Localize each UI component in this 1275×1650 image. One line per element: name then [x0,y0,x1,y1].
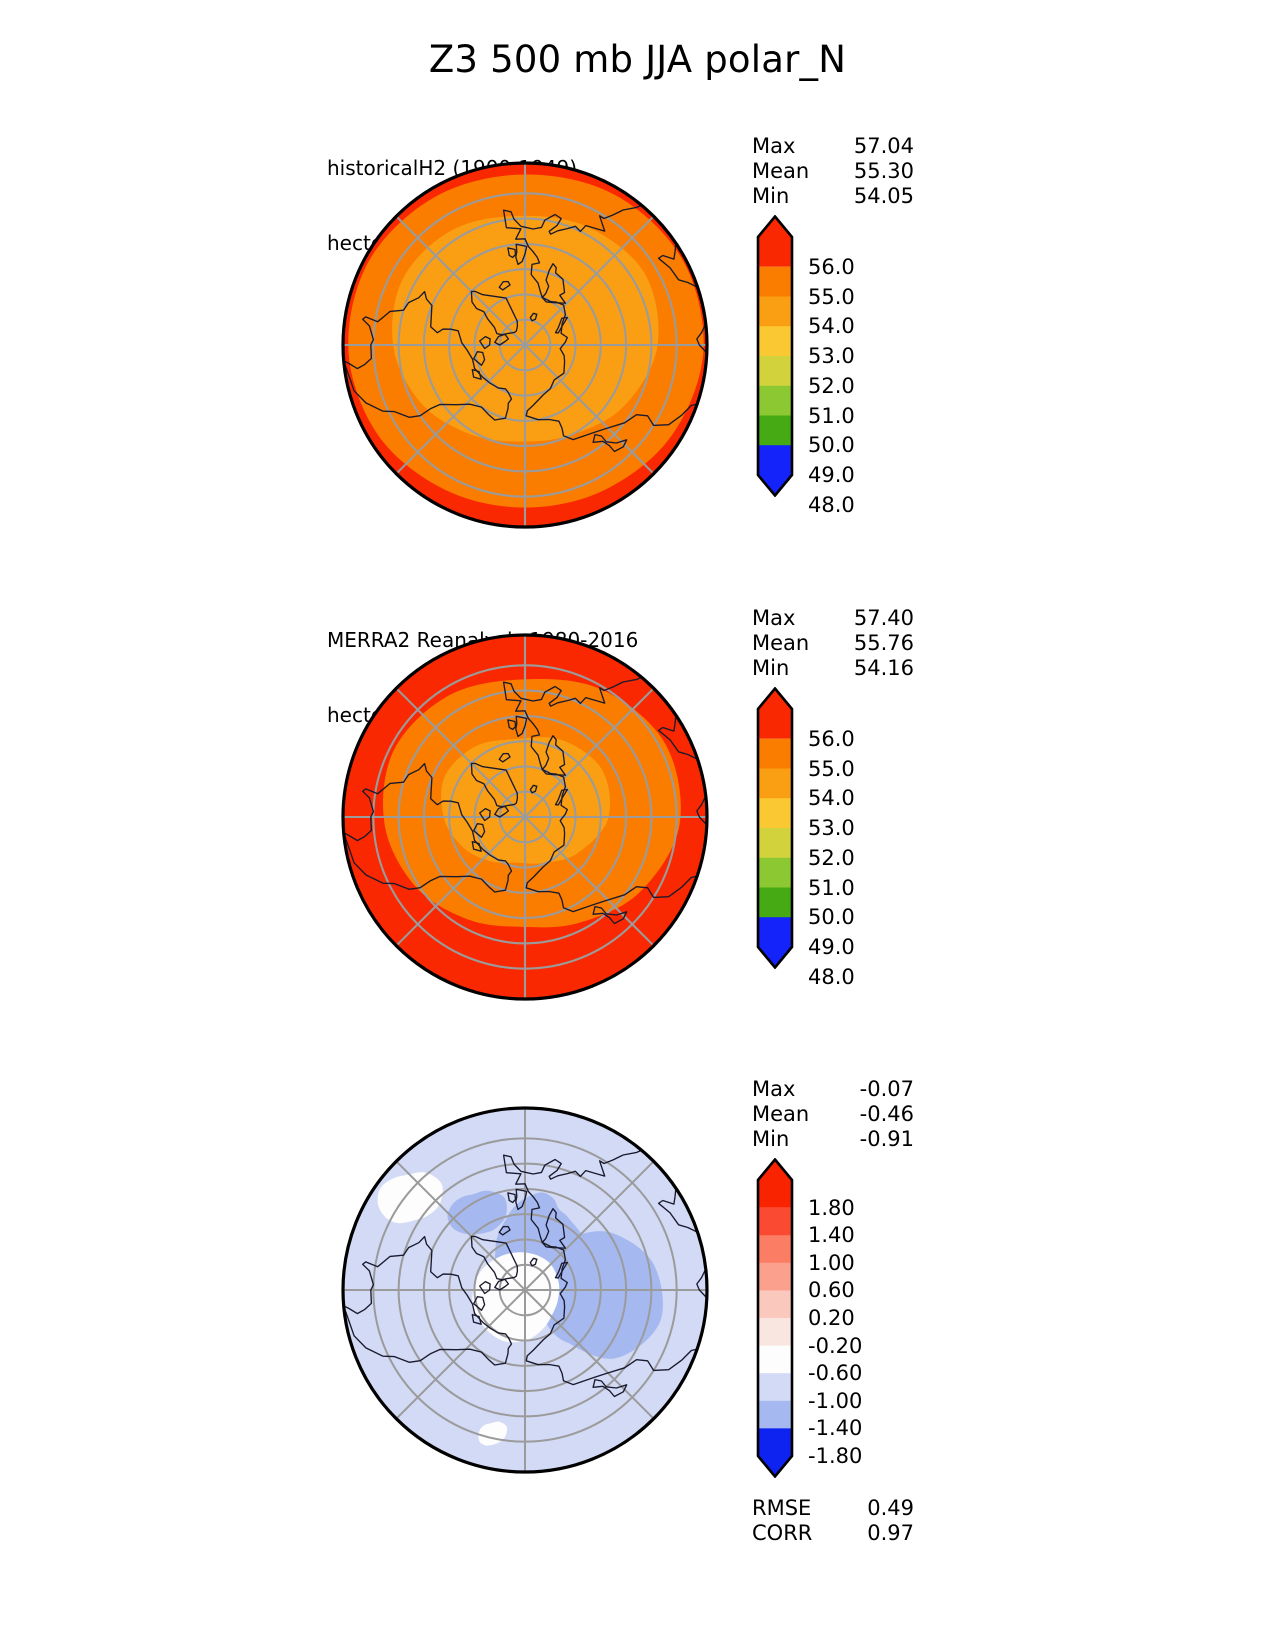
stat-row: Mean 55.30 [752,159,914,184]
stat-value: -0.07 [859,1077,914,1101]
stat-row: Min 54.16 [752,656,914,681]
stat-row: Mean -0.46 [752,1102,914,1127]
page-title: Z3 500 mb JJA polar_N [428,38,847,81]
stat-label: Max [752,1077,796,1101]
stat-label: Max [752,606,796,630]
stat-label: RMSE [752,1496,812,1520]
stat-value: 54.05 [853,184,914,208]
stat-row: Min -0.91 [752,1127,914,1152]
stat-label: Min [752,1127,790,1151]
stat-row: RMSE 0.49 [752,1496,914,1521]
stat-label: Mean [752,631,810,655]
panel-difference-footer-stats: RMSE 0.49 CORR 0.97 [752,1496,914,1546]
stat-value: 0.49 [867,1496,914,1520]
colorbar-obs-labels: 56.0 55.0 54.0 53.0 52.0 51.0 50.0 49.0 48.0 [808,726,855,989]
stat-value: 55.76 [853,631,914,655]
panel-model-stats: Max 57.04 Mean 55.30 Min 54.05 [752,134,914,209]
stat-value: -0.91 [859,1127,914,1151]
colorbar-model-labels: 56.0 55.0 54.0 53.0 52.0 51.0 50.0 49.0 48.0 [808,254,855,517]
stat-value: 57.40 [853,606,914,630]
stat-row: CORR 0.97 [752,1521,914,1546]
stat-label: Mean [752,1102,810,1126]
stat-value: 0.97 [867,1521,914,1545]
colorbar-difference-labels: 1.80 1.40 1.00 0.60 0.20 -0.20 -0.60 -1.00 -1.40… [808,1195,863,1468]
stat-row: Max 57.04 [752,134,914,159]
colorbar-difference [748,1158,804,1478]
colorbar-obs [748,687,804,969]
stat-value: 54.16 [853,656,914,680]
stat-row: Min 54.05 [752,184,914,209]
panel-obs-stats: Max 57.40 Mean 55.76 Min 54.16 [752,606,914,681]
stat-label: Min [752,184,790,208]
stat-label: Min [752,656,790,680]
stat-value: 57.04 [853,134,914,158]
stat-label: Max [752,134,796,158]
stat-row: Max 57.40 [752,606,914,631]
polar-map-obs [315,622,735,1012]
stat-value: -0.46 [859,1102,914,1126]
stat-label: Mean [752,159,810,183]
stat-label: CORR [752,1521,813,1545]
panel-difference-stats: Max -0.07 Mean -0.46 Min -0.91 [752,1077,914,1152]
polar-map-difference [315,1095,735,1485]
stat-value: 55.30 [853,159,914,183]
stat-row: Mean 55.76 [752,631,914,656]
stat-row: Max -0.07 [752,1077,914,1102]
colorbar-model [748,215,804,497]
polar-map-model [315,150,735,540]
